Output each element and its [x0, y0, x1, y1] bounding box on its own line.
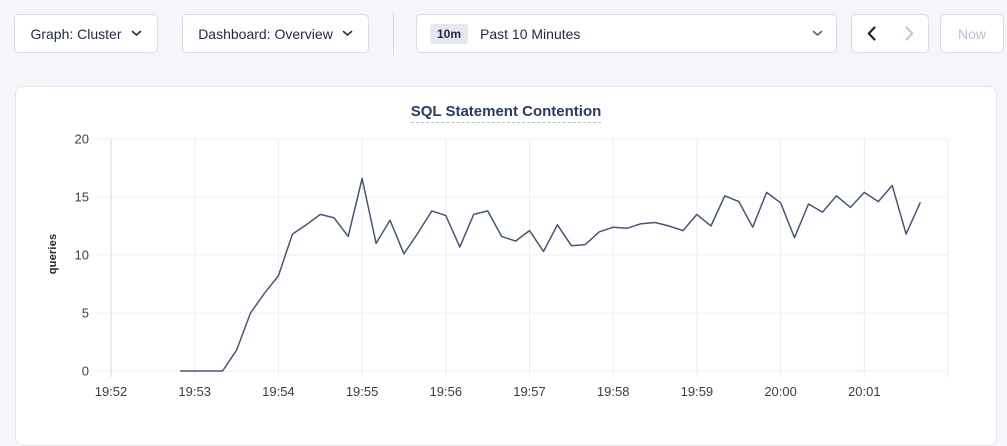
y-tick-label: 0 — [82, 364, 89, 379]
chevron-left-icon — [867, 26, 876, 41]
chevron-down-icon — [812, 30, 823, 37]
x-tick-label: 19:59 — [681, 384, 714, 399]
time-next-button[interactable] — [890, 15, 928, 52]
graph-dropdown-label: Graph: Cluster — [30, 25, 122, 42]
x-tick-label: 19:52 — [95, 384, 128, 399]
y-tick-label: 15 — [75, 190, 89, 205]
x-tick-label: 19:56 — [430, 384, 463, 399]
toolbar-divider — [393, 12, 394, 55]
y-tick-label: 5 — [82, 306, 89, 321]
time-range-selector[interactable]: 10m Past 10 Minutes — [416, 14, 837, 53]
y-tick-label: 10 — [75, 248, 89, 263]
time-range-badge: 10m — [430, 23, 469, 44]
chevron-down-icon — [131, 30, 142, 37]
time-range-label: Past 10 Minutes — [480, 25, 581, 42]
dashboard-dropdown-label: Dashboard: Overview — [198, 25, 333, 42]
chevron-right-icon — [904, 26, 914, 41]
graph-dropdown[interactable]: Graph: Cluster — [14, 14, 158, 53]
x-tick-label: 19:54 — [262, 384, 295, 399]
x-tick-label: 19:57 — [513, 384, 546, 399]
series-line — [180, 177, 921, 372]
x-tick-label: 19:55 — [346, 384, 379, 399]
now-button[interactable]: Now — [940, 14, 1004, 53]
chevron-down-icon — [342, 30, 353, 37]
chart-panel: SQL Statement Contention queries 0 5 10 15 2… — [15, 86, 997, 446]
dashboard-dropdown[interactable]: Dashboard: Overview — [182, 14, 369, 53]
time-prev-button[interactable] — [852, 15, 890, 52]
x-tick-label: 20:01 — [848, 384, 881, 399]
chart-title-row: SQL Statement Contention — [16, 103, 996, 123]
chart-title[interactable]: SQL Statement Contention — [410, 103, 602, 123]
y-tick-label: 20 — [75, 132, 89, 147]
time-window-nav — [851, 14, 929, 53]
x-tick-label: 19:58 — [597, 384, 630, 399]
x-tick-label: 20:00 — [764, 384, 797, 399]
x-tick-label: 19:53 — [178, 384, 211, 399]
line-chart[interactable]: 0 5 10 15 20 19:52 19:53 19:54 19:55 19:56 19:57 19… — [16, 121, 998, 411]
